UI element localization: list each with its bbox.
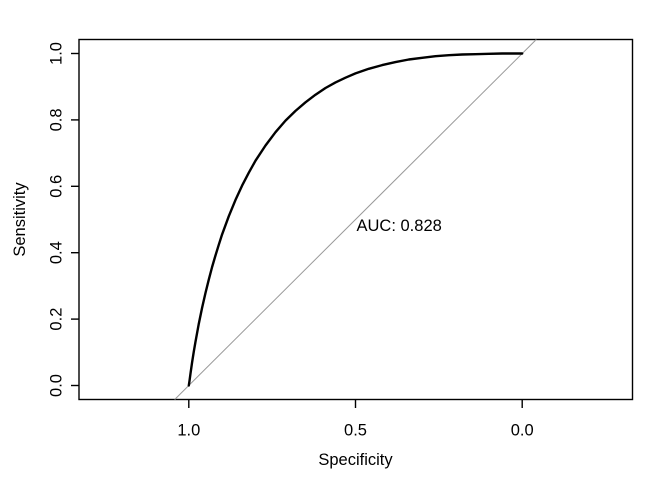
- x-axis: 1.0 0.5 0.0: [177, 399, 534, 440]
- y-tick-label: 1.0: [48, 42, 66, 65]
- x-tick-label: 1.0: [177, 422, 200, 440]
- y-axis-label: Sensitivity: [11, 182, 29, 257]
- x-tick-label: 0.0: [511, 422, 534, 440]
- y-axis: 0.0 0.2 0.4 0.6 0.8 1.0: [48, 42, 79, 397]
- y-tick-label: 0.0: [48, 374, 66, 397]
- y-tick-label: 0.6: [48, 175, 66, 198]
- y-tick-label: 0.8: [48, 108, 66, 131]
- roc-curve-line: [187, 52, 524, 387]
- x-axis-label: Specificity: [318, 451, 393, 469]
- chance-diagonal-line: [174, 39, 537, 400]
- y-tick-label: 0.2: [48, 308, 66, 331]
- auc-annotation: AUC: 0.828: [357, 217, 442, 235]
- x-tick-label: 0.5: [344, 422, 367, 440]
- y-tick-label: 0.4: [48, 241, 66, 264]
